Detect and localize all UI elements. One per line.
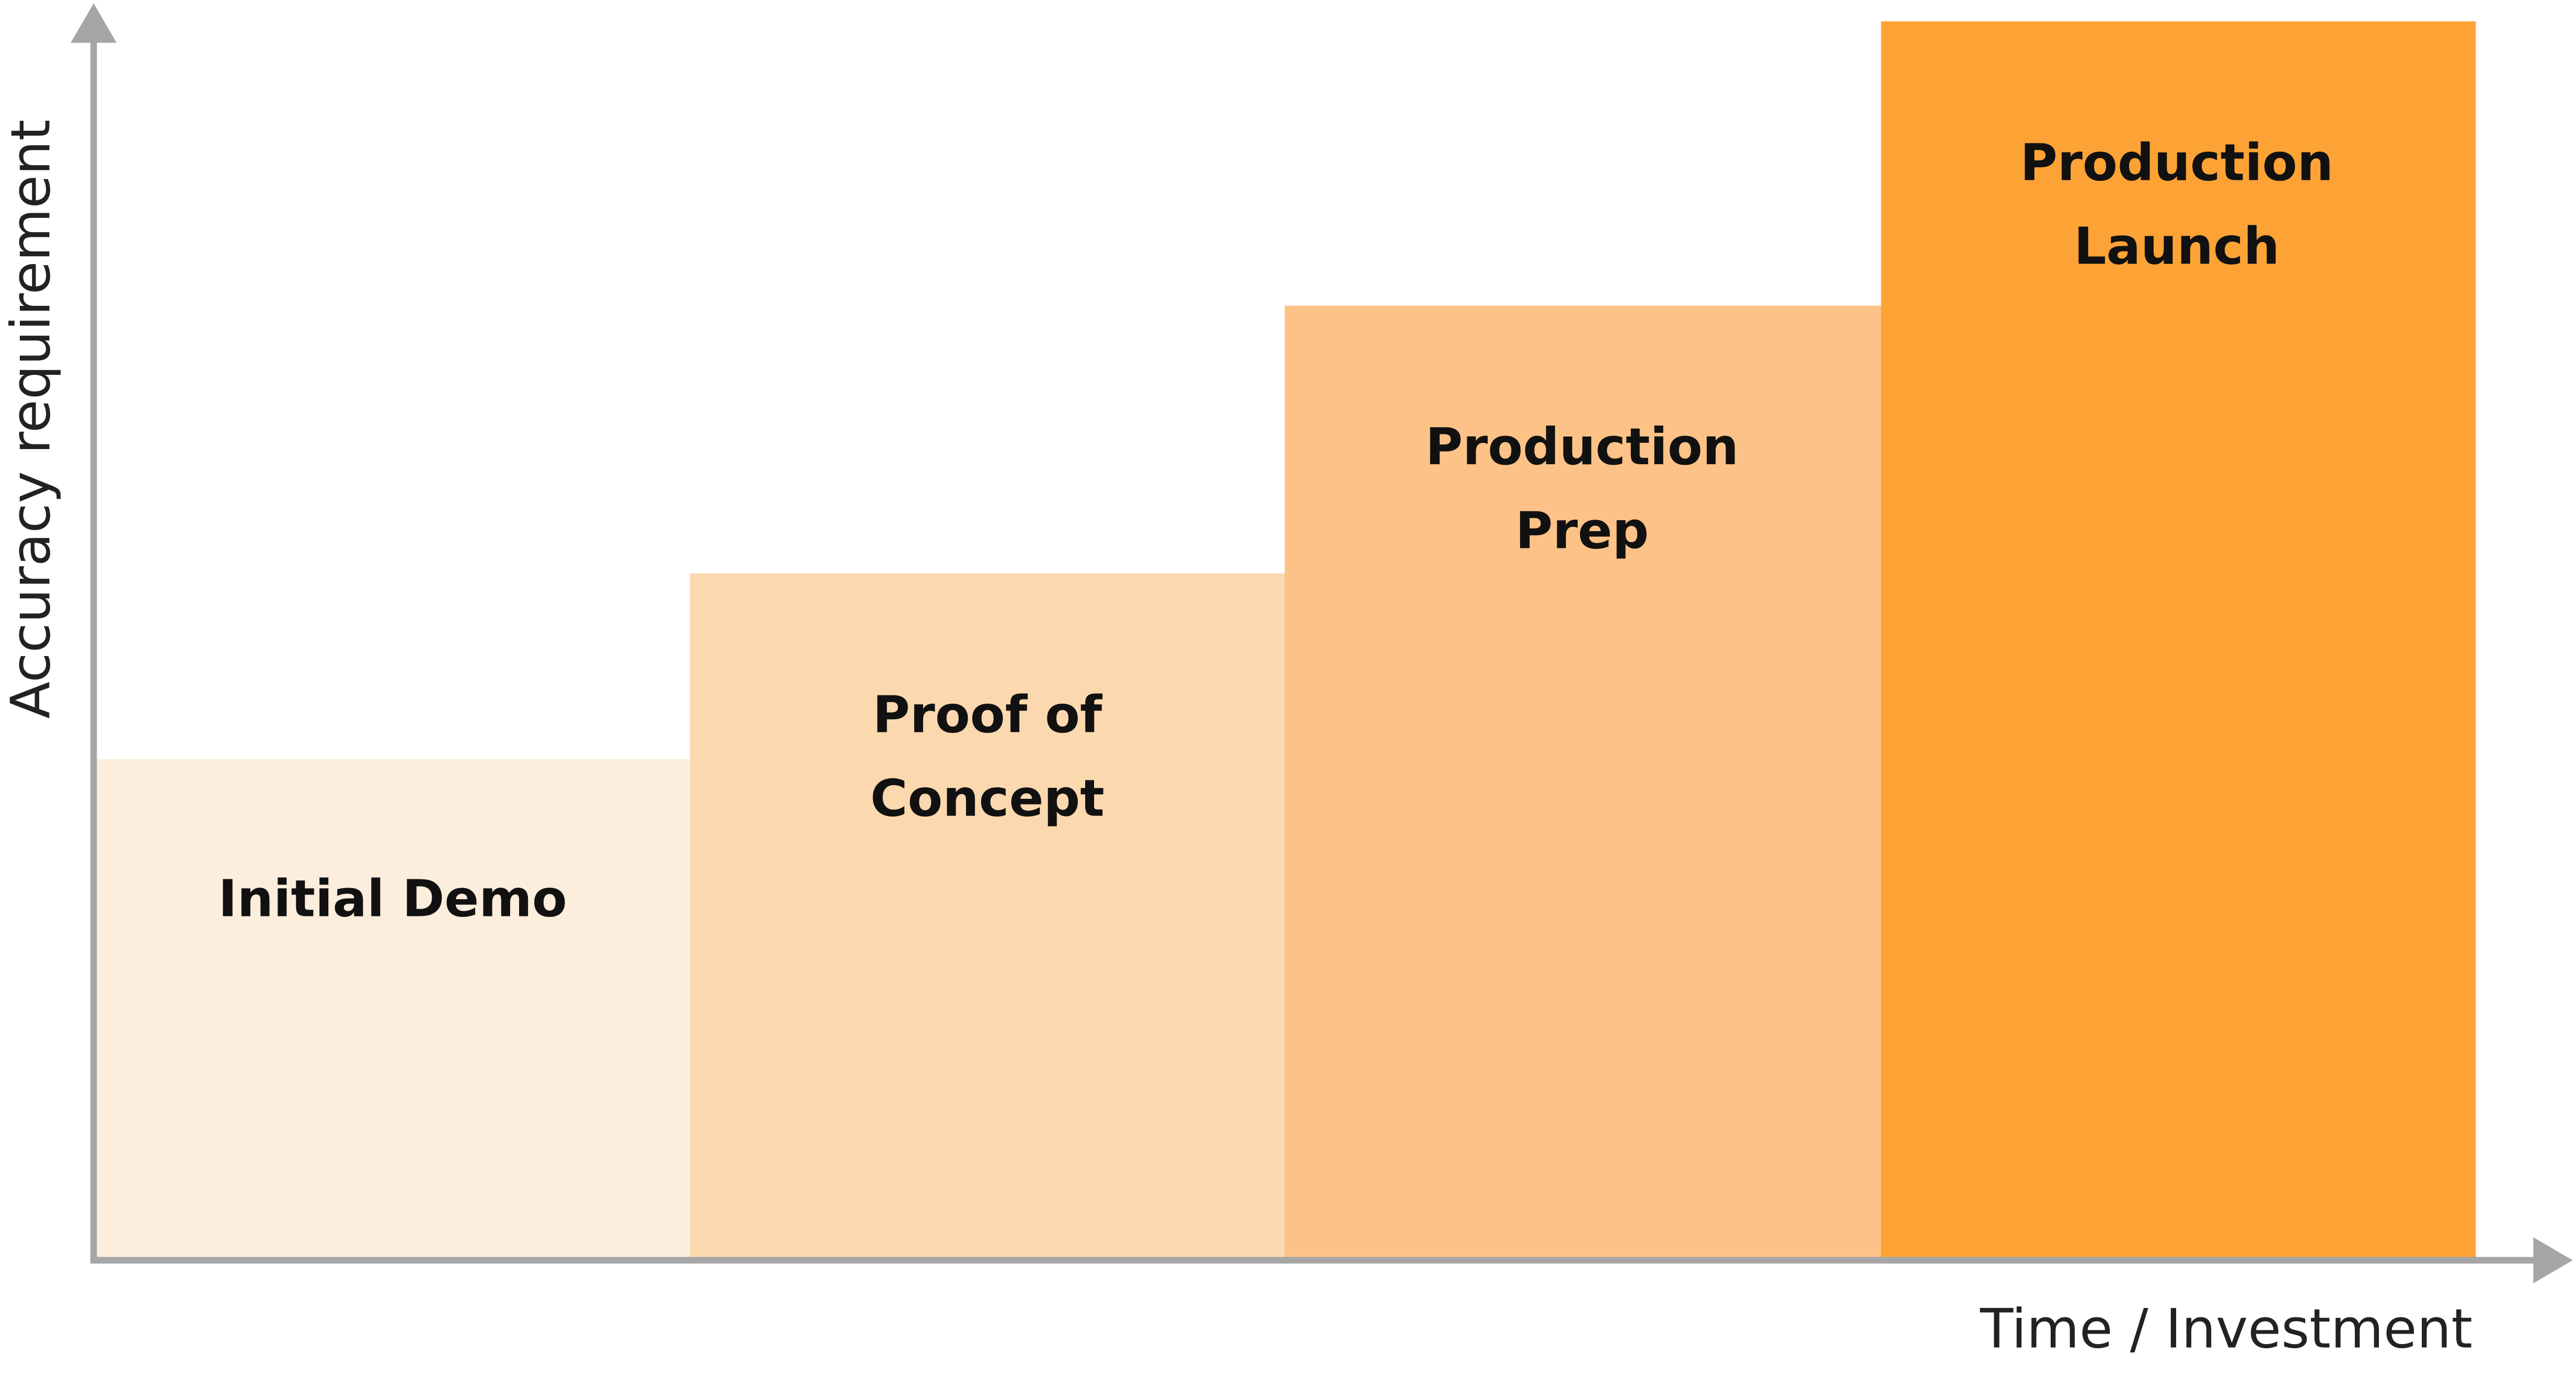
x-axis-label: Time / Investment [1980,1298,2472,1360]
y-axis-label: Accuracy requirement [0,119,62,718]
stage-label: Launch [2074,217,2280,276]
stage-block [690,573,1286,1260]
stage-label: Prep [1515,501,1649,560]
stage-label: Production [1425,417,1739,476]
stage-label: Production [2020,133,2333,192]
stage-label: Initial Demo [218,869,567,928]
stage-block [1881,21,2476,1260]
stage-block [1284,305,1883,1260]
y-axis-arrow [71,3,117,43]
stage-label: Concept [870,769,1105,828]
stage-label: Proof of [872,685,1102,744]
x-axis-arrow [2533,1237,2573,1283]
stage-block [94,759,692,1260]
